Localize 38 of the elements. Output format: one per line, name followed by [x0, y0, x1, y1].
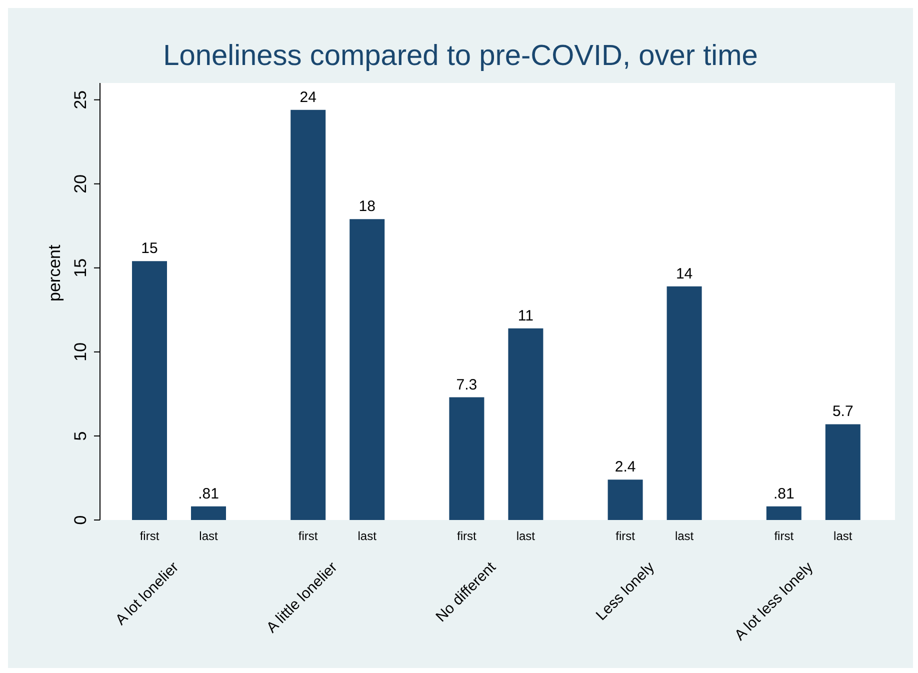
series-label: first: [140, 529, 160, 543]
text: first: [457, 529, 476, 543]
text: last: [834, 529, 852, 543]
data-label: 18: [358, 198, 376, 216]
bar: [132, 261, 167, 520]
bar: [449, 397, 484, 520]
data-label: 7.3: [456, 376, 478, 394]
data-label: 11: [518, 307, 534, 324]
data-label: 14: [676, 265, 693, 282]
y-tick-label: 10: [71, 342, 90, 362]
bar: [350, 219, 385, 520]
bar: [825, 424, 860, 520]
y-axis-title: percent: [45, 244, 64, 302]
bar: [608, 480, 643, 520]
data-label: .81: [198, 485, 219, 502]
data-label: 24: [300, 88, 316, 106]
y-tick-label: 5: [71, 431, 90, 441]
y-tick-label: 20: [71, 174, 90, 194]
bar: [508, 328, 544, 520]
text: last: [516, 529, 536, 543]
text: first: [298, 529, 318, 543]
text: first: [616, 529, 635, 543]
data-label: 5.7: [832, 403, 854, 420]
bar: [766, 506, 802, 520]
data-label: .81: [773, 485, 794, 502]
data-label: 2.4: [614, 458, 636, 476]
series-label: last: [199, 529, 218, 543]
text: first: [774, 529, 794, 543]
chart-title: Loneliness compared to pre-COVID, over time: [162, 40, 759, 73]
bar: [191, 506, 226, 520]
text: last: [358, 529, 376, 543]
y-tick-label: 15: [71, 258, 90, 278]
text: last: [674, 529, 694, 543]
bar: [666, 286, 702, 520]
data-label: 15: [141, 240, 158, 258]
y-tick-label: 25: [71, 90, 90, 110]
bar: [290, 110, 326, 520]
y-tick-label: 0: [71, 515, 90, 525]
